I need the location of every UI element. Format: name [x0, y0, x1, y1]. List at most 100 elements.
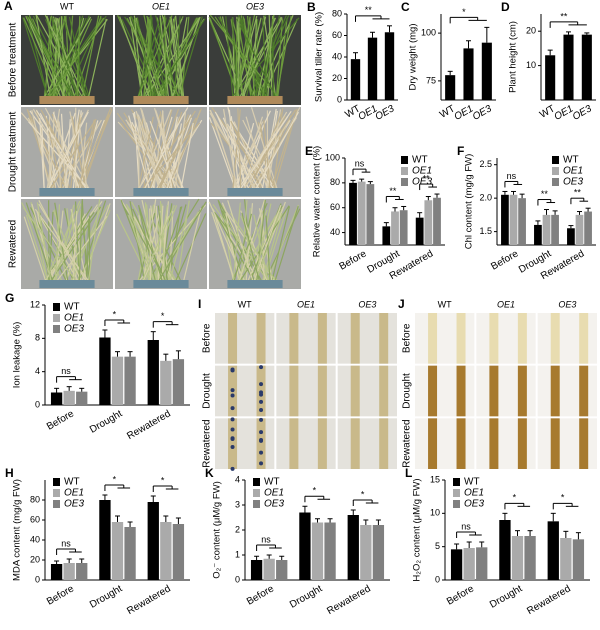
y-tick-label: 12 — [30, 299, 40, 309]
grass-blade — [241, 17, 262, 98]
grass-blade — [231, 17, 239, 98]
row-label: Rewatered — [8, 220, 19, 268]
bar — [501, 194, 509, 245]
bar — [433, 197, 441, 245]
y-tick-label: 40 — [330, 227, 340, 237]
bar — [567, 228, 575, 245]
grass-blade — [239, 111, 288, 190]
grass-blade — [225, 16, 234, 98]
leaf — [350, 418, 360, 469]
y-tick-label: 80 — [30, 494, 40, 504]
legend-swatch — [401, 167, 408, 175]
stain — [230, 393, 235, 398]
bar — [563, 34, 574, 100]
panel-letter: G — [5, 291, 14, 305]
pot — [227, 280, 283, 288]
legend-label: OE3 — [464, 499, 484, 510]
grass-blade — [70, 208, 88, 282]
leaf — [550, 365, 560, 417]
legend-swatch — [253, 489, 260, 497]
legend-label: WT — [64, 477, 80, 488]
bar — [476, 547, 488, 580]
grass-blade — [235, 15, 256, 98]
leaf — [289, 365, 299, 417]
legend-swatch — [53, 500, 60, 508]
grass-blade — [36, 202, 52, 282]
x-tick-label: Drought — [488, 583, 525, 610]
grass-blade — [214, 16, 268, 98]
grass-blade — [167, 108, 202, 190]
bar — [50, 564, 63, 580]
grass-blade — [138, 207, 163, 282]
grass-blade — [239, 17, 283, 98]
legend-swatch — [253, 500, 260, 508]
grass-blade — [25, 214, 49, 282]
y-tick-label: 75 — [426, 75, 436, 85]
significance: * — [361, 489, 365, 499]
leaf — [379, 313, 389, 364]
bar — [511, 536, 524, 580]
bar — [463, 548, 475, 580]
bar — [366, 184, 375, 245]
y-tick-label: 0 — [337, 94, 342, 104]
bar — [147, 340, 159, 405]
grass-blade — [26, 16, 68, 98]
grass-blade — [253, 205, 282, 282]
bar — [382, 226, 391, 245]
legend-label: OE1 — [464, 488, 484, 499]
y-tick-label: 1.5 — [479, 226, 492, 236]
bar — [160, 360, 172, 405]
pot — [133, 280, 189, 288]
y-tick-label: 20 — [332, 73, 342, 83]
grass-blade — [170, 16, 183, 98]
grass-blade — [174, 111, 187, 190]
leaf — [428, 365, 438, 417]
leaf — [456, 365, 466, 417]
grass-blade — [161, 201, 169, 282]
leaf — [317, 313, 327, 364]
y-axis-label: Ion leakage (%) — [12, 322, 23, 389]
bar — [575, 214, 584, 245]
significance: ** — [365, 5, 373, 15]
legend-label: OE1 — [64, 488, 84, 499]
leaf — [317, 365, 327, 417]
bar — [263, 558, 275, 580]
bar — [545, 55, 556, 100]
grass-blade — [153, 108, 180, 190]
bar — [399, 210, 408, 245]
grass-blade — [208, 117, 236, 190]
grass-blade — [183, 208, 202, 282]
significance: ** — [560, 11, 568, 21]
significance: ns — [461, 521, 471, 531]
leaf — [228, 418, 238, 469]
bar — [560, 538, 572, 580]
stain — [259, 382, 264, 387]
grass-blade — [82, 114, 110, 190]
leaf — [517, 313, 527, 364]
column-label: OE1 — [152, 1, 170, 11]
grass-blade — [87, 198, 101, 282]
legend-swatch — [552, 167, 559, 175]
leaf — [379, 365, 389, 417]
bar — [499, 520, 511, 580]
grass-blade — [255, 111, 299, 190]
grass-blade — [158, 201, 207, 282]
grass-blade — [271, 18, 275, 98]
panel-letter: F — [457, 144, 464, 158]
row-label: Drought treatment — [8, 111, 19, 192]
bar — [160, 522, 172, 580]
x-tick-label: OE3 — [471, 103, 494, 123]
x-tick-label: Before — [445, 583, 476, 607]
legend-swatch — [453, 489, 460, 497]
grass-blade — [41, 123, 45, 190]
grass-blade — [22, 17, 49, 98]
grass-blade — [23, 216, 47, 282]
bar — [391, 211, 399, 245]
grass-blade — [50, 17, 87, 98]
y-tick-label: 0 — [435, 574, 440, 584]
panel-letter: K — [205, 466, 214, 480]
leaf — [489, 418, 499, 469]
grass-blade — [38, 200, 83, 282]
leaf — [456, 313, 466, 364]
panel-letter: H — [5, 466, 14, 480]
